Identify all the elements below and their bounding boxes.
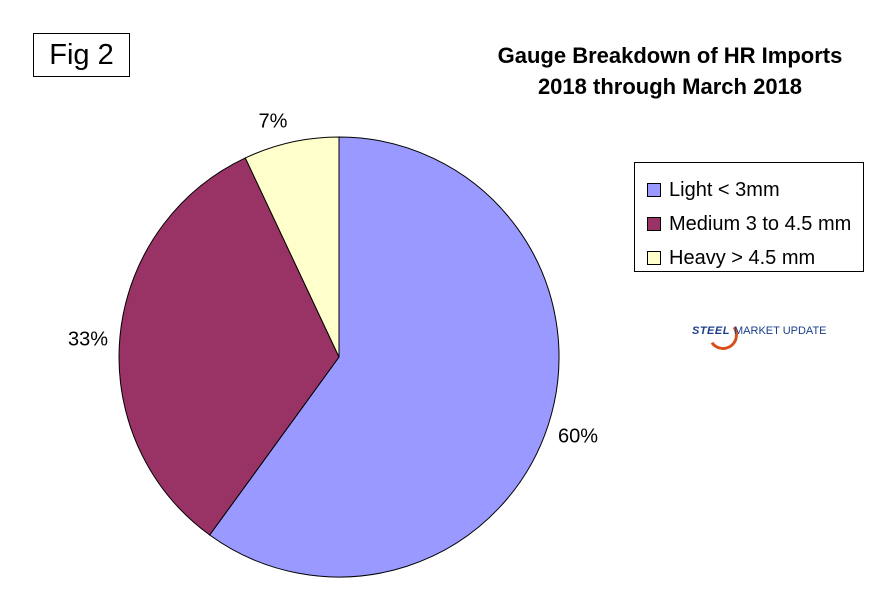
legend-label-medium: Medium 3 to 4.5 mm bbox=[669, 212, 852, 235]
legend-label-light: Light < 3mm bbox=[669, 178, 780, 201]
pie-slice-medium bbox=[118, 157, 340, 536]
pie-slice-light bbox=[208, 136, 560, 578]
figure-label: Fig 2 bbox=[33, 33, 130, 77]
logo-words-market-update: MARKET UPDATE bbox=[734, 325, 827, 337]
slice-label-medium: 33% bbox=[68, 328, 108, 350]
logo-word-steel: STEEL bbox=[692, 325, 730, 337]
slice-label-heavy: 7% bbox=[259, 110, 288, 132]
chart-legend: Light < 3mm Medium 3 to 4.5 mm Heavy > 4… bbox=[634, 162, 864, 272]
legend-item-medium: Medium 3 to 4.5 mm bbox=[647, 207, 863, 241]
chart-title-line-2: 2018 through March 2018 bbox=[537, 74, 803, 99]
legend-item-light: Light < 3mm bbox=[647, 173, 863, 207]
steel-market-update-logo: STEEL MARKET UPDATE bbox=[692, 317, 832, 353]
chart-title-line-1: Gauge Breakdown of HR Imports bbox=[497, 43, 843, 68]
chart-title: Gauge Breakdown of HR Imports 2018 throu… bbox=[470, 40, 870, 102]
slice-label-light: 60% bbox=[558, 425, 598, 447]
pie-slice-heavy bbox=[244, 136, 340, 358]
legend-swatch-heavy bbox=[647, 251, 661, 265]
legend-swatch-light bbox=[647, 183, 661, 197]
legend-item-heavy: Heavy > 4.5 mm bbox=[647, 241, 863, 275]
legend-label-heavy: Heavy > 4.5 mm bbox=[669, 246, 816, 269]
legend-swatch-medium bbox=[647, 217, 661, 231]
